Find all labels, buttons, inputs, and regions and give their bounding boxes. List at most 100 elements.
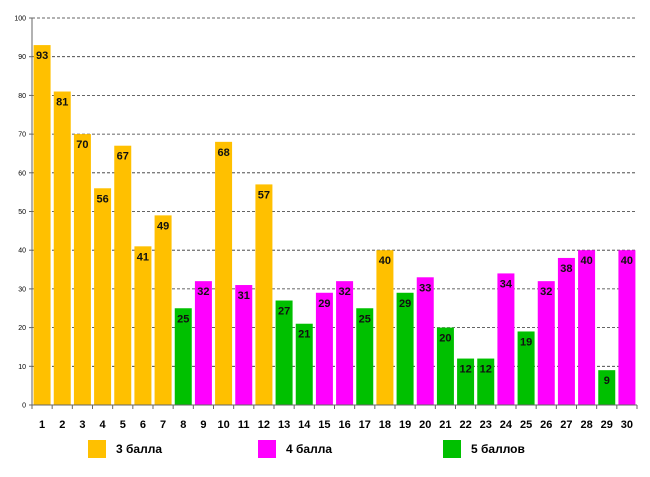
legend-swatch-4 [258,440,276,458]
bars [33,45,636,406]
data-label-22: 12 [459,364,471,376]
bar-11 [235,285,253,405]
bar-29 [598,370,616,405]
x-tick-label-21: 21 [439,419,451,431]
data-label-15: 29 [318,298,330,310]
bar-28 [578,250,596,405]
y-tick-label-20: 20 [18,325,26,332]
data-label-13: 27 [278,306,290,318]
data-label-30: 40 [621,255,633,267]
bar-22 [457,358,475,405]
y-tick-label-0: 0 [22,403,26,410]
bar-9 [194,281,212,405]
bar-26 [537,281,555,405]
data-label-9: 32 [197,286,209,298]
bar-19 [396,292,414,405]
x-tick-label-17: 17 [359,419,371,431]
bar-27 [557,257,575,405]
bar-16 [336,281,354,405]
bar-20 [416,277,434,405]
legend-item-5: 5 баллов [443,440,525,458]
data-label-18: 40 [379,255,391,267]
data-label-20: 33 [419,282,431,294]
x-tick-label-6: 6 [140,419,146,431]
x-tick-label-13: 13 [278,419,290,431]
data-label-10: 68 [217,147,229,159]
grid-lines [32,17,637,367]
x-tick-label-9: 9 [200,419,206,431]
x-tick-label-16: 16 [338,419,350,431]
x-tick-label-29: 29 [601,419,613,431]
bar-6 [134,246,152,405]
bar-8 [174,308,192,405]
x-tick-label-30: 30 [621,419,633,431]
data-label-24: 34 [500,278,513,290]
x-tick-label-25: 25 [520,419,532,431]
x-tick-label-18: 18 [379,419,391,431]
data-labels: 93 81 70 56 67 41 49 25 32 68 31 57 27 21 29 32 25 40 29 33… [36,50,633,387]
y-axis: 0 10 20 30 40 50 60 70 80 90 100 [14,16,33,410]
bar-14 [295,323,313,405]
legend-item-4: 4 балла [258,440,332,458]
data-label-4: 56 [96,193,108,205]
data-label-29: 9 [604,375,610,387]
x-tick-label-23: 23 [480,419,492,431]
data-label-8: 25 [177,313,189,325]
data-label-21: 20 [439,333,451,345]
bar-21 [436,327,454,405]
y-tick-label-100: 100 [14,16,26,23]
bar-18 [376,250,394,405]
bar-5 [114,145,132,405]
x-tick-label-27: 27 [560,419,572,431]
data-label-7: 49 [157,220,169,232]
legend-label-4: 4 балла [286,442,333,456]
bar-4 [94,188,112,405]
x-tick-label-1: 1 [39,419,45,431]
x-tick-label-10: 10 [217,419,229,431]
x-tick-label-8: 8 [180,419,186,431]
x-tick-label-28: 28 [580,419,592,431]
x-tick-label-3: 3 [79,419,85,431]
legend-swatch-5 [443,440,461,458]
bar-25 [517,331,535,405]
legend-swatch-3 [88,440,106,458]
y-tick-label-30: 30 [18,286,26,293]
legend-label-5: 5 баллов [471,442,525,456]
y-tick-label-70: 70 [18,132,26,139]
data-label-16: 32 [338,286,350,298]
bar-7 [154,215,172,405]
x-tick-label-24: 24 [500,419,513,431]
x-tick-label-20: 20 [419,419,431,431]
bar-10 [215,141,233,405]
bar-2 [53,91,71,405]
bar-23 [477,358,495,405]
data-label-14: 21 [298,329,310,341]
x-tick-label-4: 4 [100,419,107,431]
data-label-23: 12 [480,364,492,376]
x-tick-label-5: 5 [120,419,126,431]
x-tick-label-11: 11 [238,419,250,431]
data-label-6: 41 [137,251,149,263]
data-label-3: 70 [76,139,88,151]
data-label-19: 29 [399,298,411,310]
x-tick-label-2: 2 [59,419,65,431]
data-label-28: 40 [580,255,592,267]
y-tick-label-50: 50 [18,209,26,216]
data-label-5: 67 [117,151,129,163]
legend-label-3: 3 балла [116,442,163,456]
bar-17 [356,308,374,405]
data-label-26: 32 [540,286,552,298]
data-label-11: 31 [238,290,250,302]
bar-24 [497,273,515,405]
bar-15 [315,292,333,405]
bar-12 [255,184,273,405]
x-axis: 1 2 3 4 5 6 7 8 9 10 11 12 13 14 15 16 17 18 19 20 21 22 23 24 2… [31,404,638,431]
x-tick-label-12: 12 [258,419,270,431]
bar-1 [33,45,51,406]
x-tick-label-22: 22 [459,419,471,431]
y-tick-label-10: 10 [18,364,26,371]
y-tick-label-40: 40 [18,248,26,255]
bar-3 [73,134,91,405]
bar-13 [275,300,293,405]
